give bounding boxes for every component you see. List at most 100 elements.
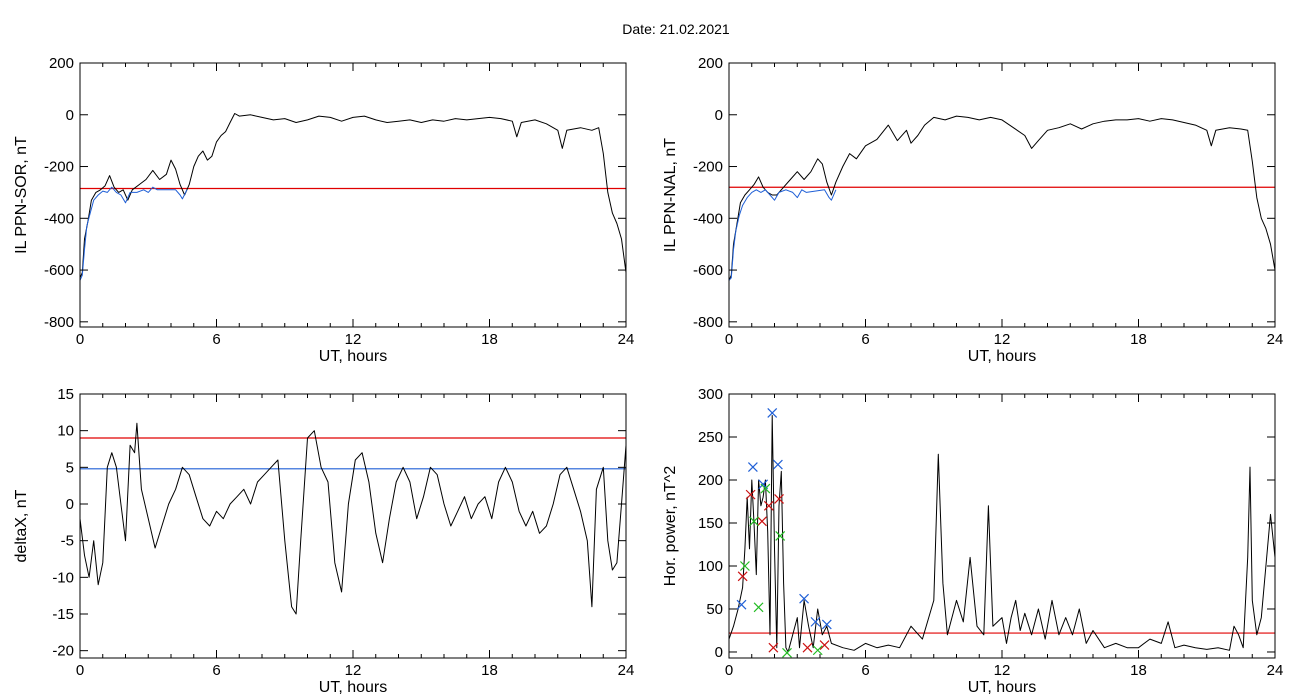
y-tick-label: -5	[61, 533, 74, 550]
y-tick-label: -200	[44, 159, 74, 176]
panel-2: 0 6 12 18 24 200 0 -200 -400 -600 -800 UT, hours IL …	[662, 55, 1283, 365]
y-tick-label: -400	[44, 210, 74, 227]
figure-title: Date: 21.02.2021	[622, 21, 730, 37]
cross-stroke	[782, 647, 792, 658]
y-tick-label: 0	[66, 496, 74, 513]
x-tick-label: 18	[481, 662, 498, 679]
x-tick-label: 12	[994, 331, 1011, 348]
cross-marker	[753, 602, 764, 613]
y-tick-label: 300	[698, 386, 723, 403]
x-tick-label: 0	[76, 662, 84, 679]
cross-stroke	[740, 561, 750, 571]
x-tick-label: 18	[1130, 331, 1147, 348]
series-line	[79, 113, 627, 279]
cross-stroke	[767, 407, 778, 418]
cross-stroke	[812, 645, 823, 656]
x-axis-label: UT, hours	[319, 348, 387, 365]
series-line	[728, 415, 1276, 653]
y-tick-label: -400	[693, 210, 723, 227]
y-tick-label: -200	[693, 159, 723, 176]
y-axis-label: IL PPN-SOR, nT	[13, 136, 30, 254]
y-tick-label: -20	[52, 643, 74, 660]
cross-marker	[736, 599, 747, 610]
y-tick-label: 150	[698, 515, 723, 532]
series-line	[728, 189, 837, 281]
cross-marker	[799, 593, 809, 604]
cross-stroke	[747, 462, 758, 473]
cross-marker	[810, 616, 821, 627]
cross-marker	[819, 640, 830, 651]
x-tick-label: 18	[481, 331, 498, 348]
cross-stroke	[774, 493, 784, 504]
cross-stroke	[758, 479, 769, 490]
panel-3: 0 6 12 18 24 15 10 5 0 -5 -10 -15 -20 UT, hours deltaX…	[13, 386, 634, 696]
x-tick-label: 0	[76, 331, 84, 348]
x-tick-label: 0	[725, 331, 733, 348]
series-line	[728, 115, 1276, 281]
x-tick-label: 6	[861, 662, 869, 679]
x-tick-label: 24	[1267, 331, 1284, 348]
panel-1: 0 6 12 18 24 200 0 -200 -400 -600 -800 UT, hours IL …	[13, 55, 634, 365]
cross-marker	[749, 516, 759, 527]
y-tick-label: -800	[693, 314, 723, 331]
x-tick-label: 6	[212, 331, 220, 348]
cross-stroke	[737, 571, 748, 582]
cross-stroke	[819, 640, 830, 651]
y-axis-label: Hor. power, nT^2	[662, 466, 679, 587]
plot-frame	[728, 62, 1276, 328]
x-tick-label: 0	[725, 662, 733, 679]
y-tick-label: 100	[698, 558, 723, 575]
cross-stroke	[799, 593, 809, 604]
x-axis-label: UT, hours	[968, 679, 1036, 696]
cross-stroke	[745, 489, 756, 500]
y-tick-label: -600	[44, 262, 74, 279]
cross-marker	[763, 500, 774, 511]
cross-stroke	[757, 516, 767, 527]
y-tick-label: -600	[693, 262, 723, 279]
cross-stroke	[763, 500, 774, 511]
cross-stroke	[760, 483, 771, 494]
cross-marker	[812, 645, 823, 656]
y-axis-label: deltaX, nT	[13, 489, 30, 562]
y-tick-label: -15	[52, 606, 74, 623]
cross-stroke	[772, 459, 783, 470]
series-line	[79, 186, 188, 281]
y-tick-label: 0	[715, 644, 723, 661]
cross-marker	[747, 462, 758, 473]
cross-stroke	[821, 619, 832, 630]
cross-marker	[772, 459, 783, 470]
cross-stroke	[736, 599, 747, 610]
y-tick-label: 200	[49, 55, 74, 72]
cross-marker	[737, 571, 748, 582]
y-tick-label: 10	[57, 423, 74, 440]
x-tick-label: 24	[618, 331, 635, 348]
x-tick-label: 12	[994, 662, 1011, 679]
cross-stroke	[810, 616, 821, 627]
plot-frame	[79, 62, 627, 328]
y-tick-label: 200	[698, 472, 723, 489]
cross-stroke	[802, 642, 813, 653]
y-axis-label: IL PPN-NAL, nT	[662, 138, 679, 252]
cross-marker	[774, 493, 784, 504]
y-tick-label: 5	[66, 459, 74, 476]
cross-marker	[821, 619, 832, 630]
x-tick-label: 24	[1267, 662, 1284, 679]
y-tick-label: -10	[52, 569, 74, 586]
x-tick-label: 12	[345, 662, 362, 679]
x-tick-label: 18	[1130, 662, 1147, 679]
x-axis-label: UT, hours	[319, 679, 387, 696]
panel-4: 0 6 12 18 24 300 250 200 150 100 50 0 UT, hours Hor. …	[662, 386, 1283, 696]
x-tick-label: 24	[618, 662, 635, 679]
cross-marker	[768, 642, 779, 653]
x-axis-label: UT, hours	[968, 348, 1036, 365]
cross-marker	[760, 483, 771, 494]
series-line	[79, 422, 627, 615]
cross-marker	[745, 489, 756, 500]
y-tick-label: -800	[44, 314, 74, 331]
cross-marker	[757, 516, 767, 527]
x-tick-label: 12	[345, 331, 362, 348]
cross-marker	[775, 530, 786, 541]
cross-marker	[740, 561, 750, 571]
y-tick-label: 0	[66, 107, 74, 124]
